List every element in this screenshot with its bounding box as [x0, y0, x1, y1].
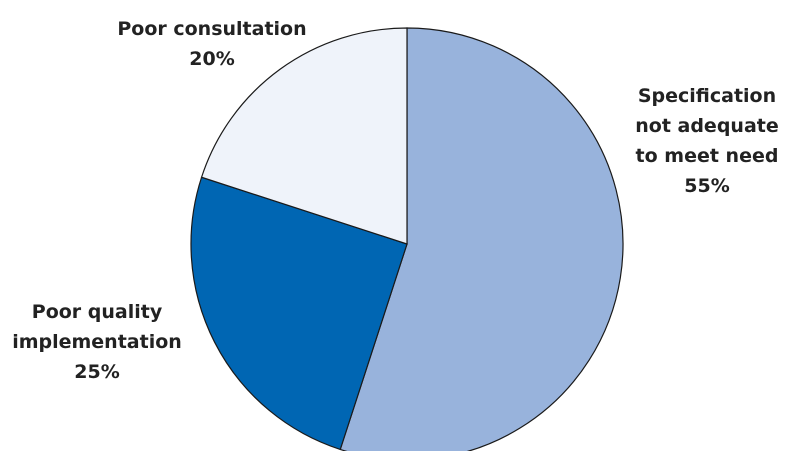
- slice-category-label: implementation: [12, 331, 182, 353]
- slice-label-poor-consultation: Poor consultation 20%: [117, 18, 306, 70]
- slice-category-label: Poor consultation: [117, 18, 306, 40]
- slice-category-label: not adequate: [635, 115, 779, 137]
- slice-category-label: Specification: [638, 85, 776, 107]
- slice-value-label: 55%: [684, 175, 729, 197]
- pie-slice-poor-quality-implementation: [190, 176, 408, 451]
- slice-category-label: Poor quality: [32, 301, 163, 323]
- pie-slice-poor-consultation: [200, 27, 408, 245]
- pie-slices: [190, 27, 624, 451]
- pie-labels: Specification not adequate to meet need 55%…: [12, 18, 779, 383]
- slice-value-label: 25%: [74, 361, 119, 383]
- slice-label-poor-quality-implementation: Poor quality implementation 25%: [12, 301, 182, 383]
- slice-category-label: to meet need: [636, 145, 779, 167]
- slice-value-label: 20%: [189, 48, 234, 70]
- slice-label-specification: Specification not adequate to meet need 55%: [635, 85, 779, 197]
- pie-slice-specification: [339, 27, 624, 451]
